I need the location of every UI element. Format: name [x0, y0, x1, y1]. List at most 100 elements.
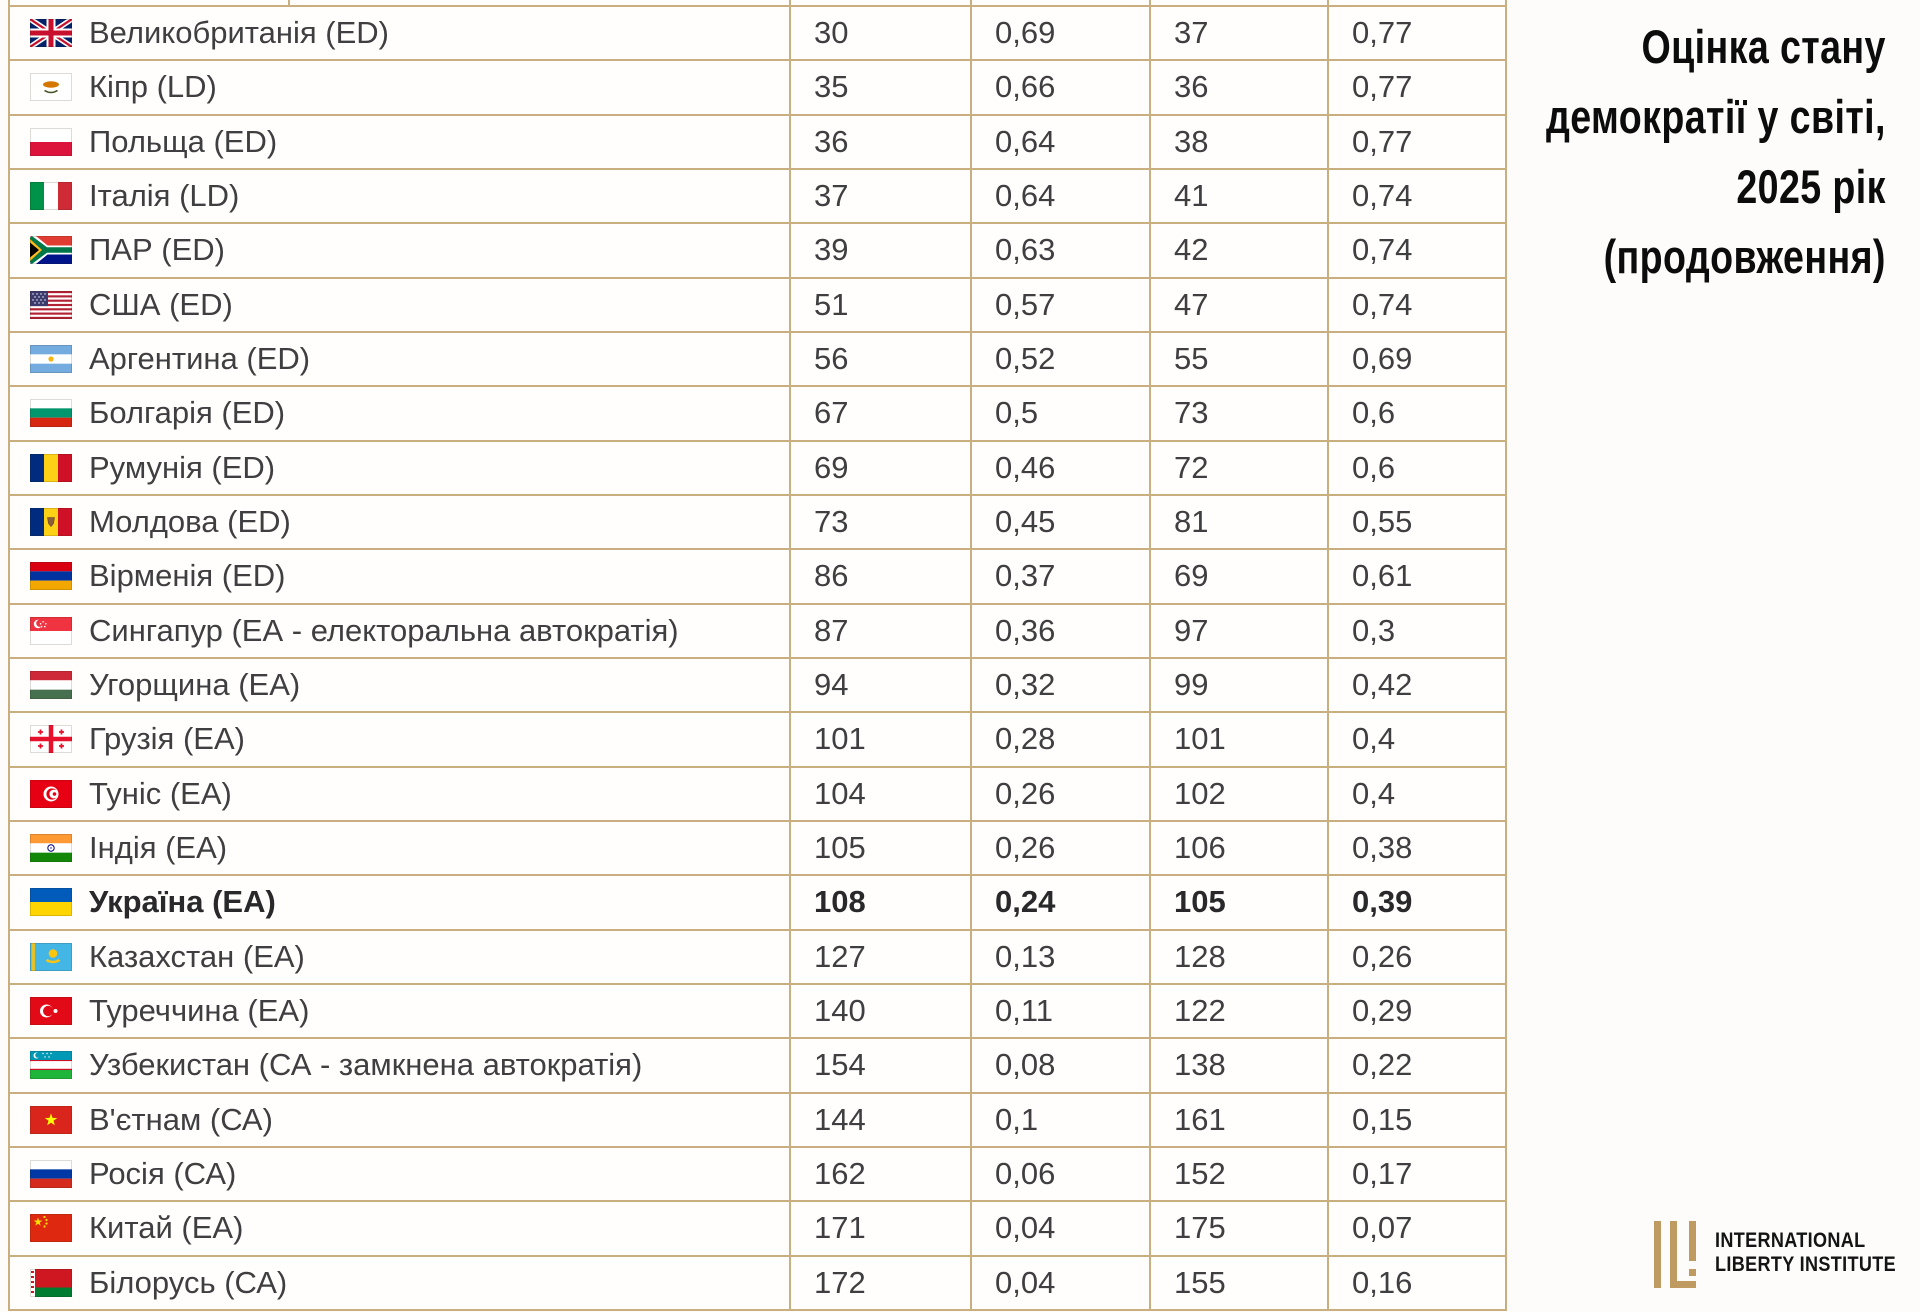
value-cell: 0,46 [970, 441, 1149, 494]
title-line: Оцінка стану [1641, 20, 1886, 73]
value-cell: 140 [789, 984, 970, 1038]
value-cell: 122 [1149, 984, 1327, 1038]
value-cell: 37 [789, 169, 970, 223]
ili-logo: INTERNATIONAL LIBERTY INSTITUTE [1654, 1221, 1920, 1288]
value-cell: 0,55 [1327, 495, 1505, 549]
country-cell: Індія (ЕА) [10, 822, 789, 874]
country-name: Росія (СА) [89, 1156, 237, 1192]
value-cell: 0,66 [970, 61, 1149, 114]
bulgaria-flag-icon [30, 399, 72, 428]
hungary-flag-icon [30, 671, 72, 700]
value-cell: 0,6 [1327, 387, 1505, 440]
table-row: Молдова (ED) 73 0,45 81 0,55 [10, 495, 1505, 551]
table-row: Польща (ED) 36 0,64 38 0,77 [10, 115, 1505, 170]
value-cell: 0,26 [1327, 930, 1505, 983]
table-body: Великобританія (ED) 30 0,69 37 0,77 Кіпр (LD)… [10, 7, 1505, 1311]
table-row: Узбекистан (СА - замкнена автократія) 154… [10, 1039, 1505, 1094]
table-row: Болгарія (ED) 67 0,5 73 0,6 [10, 387, 1505, 442]
country-name: Білорусь (СА) [89, 1264, 288, 1300]
romania-flag-icon [30, 453, 72, 482]
country-name: Туніс (ЕА) [89, 775, 232, 811]
country-name: ПАР (ED) [89, 232, 225, 268]
tunisia-flag-icon [30, 779, 72, 808]
value-cell: 0,4 [1327, 713, 1505, 766]
table-row: В'єтнам (СА) 144 0,1 161 0,15 [10, 1093, 1505, 1148]
value-cell: 127 [789, 930, 970, 983]
value-cell: 69 [1149, 550, 1327, 603]
value-cell: 0,06 [970, 1147, 1149, 1201]
country-name: Угорщина (ЕА) [89, 667, 301, 703]
value-cell: 108 [789, 876, 970, 929]
country-cell: Кіпр (LD) [10, 61, 789, 113]
value-cell: 0,69 [1327, 332, 1505, 386]
value-cell: 138 [1149, 1039, 1327, 1092]
turkey-flag-icon [30, 997, 72, 1026]
country-name: США (ED) [89, 286, 233, 322]
value-cell: 0,38 [1327, 821, 1505, 875]
value-cell: 0,52 [970, 332, 1149, 386]
value-cell: 161 [1149, 1093, 1327, 1146]
value-cell: 0,61 [1327, 550, 1505, 603]
value-cell: 0,17 [1327, 1147, 1505, 1201]
argentina-flag-icon [30, 345, 72, 374]
country-name: Молдова (ED) [89, 504, 291, 540]
country-cell [10, 0, 789, 5]
country-name: Кіпр (LD) [89, 69, 217, 105]
vietnam-flag-icon [30, 1105, 72, 1134]
country-cell: В'єтнам (СА) [10, 1094, 789, 1146]
table-row: Італія (LD) 37 0,64 41 0,74 [10, 169, 1505, 225]
value-cell: 73 [1149, 387, 1327, 440]
value-cell [970, 0, 1149, 5]
value-cell: 101 [789, 713, 970, 766]
value-cell: 0,07 [1327, 1202, 1505, 1255]
country-name: Україна (ЕА) [89, 884, 276, 920]
value-cell: 0,45 [970, 495, 1149, 549]
value-cell [789, 0, 970, 5]
title-line: (продовження) [1603, 230, 1886, 283]
value-cell: 0,29 [1327, 984, 1505, 1038]
country-cell: Молдова (ED) [10, 496, 789, 548]
value-cell: 0,26 [970, 821, 1149, 875]
value-cell: 0,69 [970, 7, 1149, 60]
title-line: 2025 рік [1736, 160, 1886, 213]
value-cell: 56 [789, 332, 970, 386]
value-cell: 97 [1149, 604, 1327, 657]
value-cell: 0,11 [970, 984, 1149, 1038]
value-cell: 105 [1149, 876, 1327, 929]
kazakhstan-flag-icon [30, 942, 72, 971]
country-cell: Туніс (ЕА) [10, 768, 789, 820]
country-cell: Росія (СА) [10, 1148, 789, 1200]
value-cell: 154 [789, 1039, 970, 1092]
value-cell: 0,3 [1327, 604, 1505, 657]
ukraine-flag-icon [30, 888, 72, 917]
value-cell: 73 [789, 495, 970, 549]
country-cell: Польща (ED) [10, 116, 789, 168]
russia-flag-icon [30, 1160, 72, 1189]
value-cell: 0,24 [970, 876, 1149, 929]
country-name: Італія (LD) [89, 178, 240, 214]
value-cell: 67 [789, 387, 970, 440]
table-row: Грузія (ЕА) 101 0,28 101 0,4 [10, 713, 1505, 768]
country-cell: Сингапур (ЕА - електоральна автократія) [10, 605, 789, 657]
value-cell: 0,36 [970, 604, 1149, 657]
logo-text: INTERNATIONAL LIBERTY INSTITUTE [1715, 1228, 1896, 1276]
value-cell: 72 [1149, 441, 1327, 494]
value-cell: 94 [789, 658, 970, 712]
value-cell: 42 [1149, 224, 1327, 277]
value-cell: 87 [789, 604, 970, 657]
democracy-table: Великобританія (ED) 30 0,69 37 0,77 Кіпр (LD)… [8, 0, 1507, 1311]
value-cell [1149, 0, 1327, 5]
country-cell: Білорусь (СА) [10, 1257, 789, 1309]
country-name: Китай (ЕА) [89, 1210, 244, 1246]
united-kingdom-flag-icon [30, 19, 72, 48]
country-name: Узбекистан (СА - замкнена автократія) [89, 1047, 643, 1083]
value-cell: 104 [789, 767, 970, 820]
value-cell: 0,63 [970, 224, 1149, 277]
value-cell: 0,15 [1327, 1093, 1505, 1146]
table-row: Китай (ЕА) 171 0,04 175 0,07 [10, 1202, 1505, 1257]
table-row: Туніс (ЕА) 104 0,26 102 0,4 [10, 767, 1505, 822]
country-name: Болгарія (ED) [89, 395, 286, 431]
value-cell: 106 [1149, 821, 1327, 875]
country-name: Індія (ЕА) [89, 830, 228, 866]
